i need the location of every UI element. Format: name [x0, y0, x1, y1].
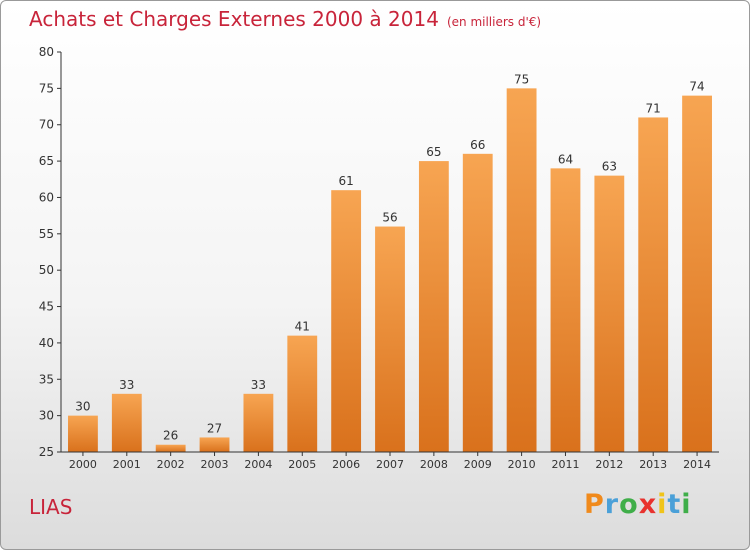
x-tick-label-2010: 2010: [508, 458, 536, 471]
bar-2008: [418, 161, 449, 452]
x-tick-label-2012: 2012: [595, 458, 623, 471]
value-label-2014: 74: [689, 80, 704, 94]
x-axis: 2000 2001 2002 2003 2004 2005 2006 2007 2008 2009…: [61, 451, 719, 471]
bar-2000: [68, 415, 98, 452]
y-tick-label-40: 40: [39, 336, 54, 350]
value-label-2009: 66: [470, 138, 485, 152]
y-tick-label-60: 60: [39, 190, 54, 204]
bar-2012: [594, 175, 625, 453]
bar-2001: [111, 393, 142, 452]
y-tick-label-35: 35: [39, 372, 54, 386]
x-tick-label-2008: 2008: [420, 458, 448, 471]
y-tick-label-80: 80: [39, 45, 54, 59]
logo-letter: r: [604, 489, 620, 520]
logo-letter: i: [681, 489, 692, 520]
value-label-2006: 61: [338, 174, 353, 188]
bar-2013: [638, 117, 669, 453]
bar-2014: [682, 95, 712, 453]
y-tick-label-70: 70: [39, 118, 54, 132]
bar-2004: [243, 393, 274, 452]
y-tick-label-25: 25: [39, 445, 54, 459]
value-label-2010: 75: [514, 72, 529, 86]
x-tick-label-2014: 2014: [683, 458, 711, 471]
value-label-2008: 65: [426, 145, 441, 159]
place-name: LIAS: [29, 495, 73, 519]
bar-2011: [550, 168, 581, 452]
bar-2009: [462, 153, 493, 452]
logo-letter: t: [667, 489, 682, 520]
value-label-2007: 56: [382, 211, 397, 225]
y-tick-label-30: 30: [39, 409, 54, 423]
y-axis: 25 30 35 40 45 50 55 60 65 70 75 80: [39, 45, 62, 459]
y-tick-label-50: 50: [39, 263, 54, 277]
x-tick-label-2004: 2004: [244, 458, 272, 471]
bars-group: 30 33 26 27 33 41 61 56 65 66 75 64 63 71 74: [68, 72, 712, 453]
x-tick-label-2006: 2006: [332, 458, 360, 471]
title-text: Achats et Charges Externes 2000 à 2014: [29, 7, 439, 31]
x-tick-label-2007: 2007: [376, 458, 404, 471]
value-label-2001: 33: [119, 378, 134, 392]
value-label-2004: 33: [251, 378, 266, 392]
title-unit: (en milliers d'€): [446, 15, 542, 29]
logo-letter: x: [638, 489, 658, 520]
y-tick-label-75: 75: [39, 81, 54, 95]
logo-letter: i: [657, 489, 668, 520]
value-label-2000: 30: [75, 400, 90, 414]
bar-2006: [331, 190, 362, 452]
chart-title: Achats et Charges Externes 2000 à 2014 (e…: [29, 7, 541, 31]
bar-2007: [375, 226, 405, 452]
x-tick-label-2005: 2005: [288, 458, 316, 471]
value-label-2005: 41: [295, 320, 310, 334]
value-label-2011: 64: [558, 152, 573, 166]
value-label-2002: 26: [163, 429, 178, 443]
x-tick-label-2001: 2001: [113, 458, 141, 471]
bar-2002: [155, 444, 186, 452]
x-tick-label-2009: 2009: [464, 458, 492, 471]
y-tick-label-65: 65: [39, 154, 54, 168]
logo-letter: o: [619, 489, 639, 520]
x-tick-label-2011: 2011: [551, 458, 579, 471]
x-tick-label-2002: 2002: [157, 458, 185, 471]
logo-letter: P: [584, 489, 605, 520]
x-tick-label-2000: 2000: [69, 458, 97, 471]
proxiti-logo[interactable]: Proxiti: [584, 489, 692, 520]
bar-2003: [199, 437, 230, 452]
bar-2010: [506, 88, 537, 452]
value-label-2003: 27: [207, 421, 222, 435]
value-label-2013: 71: [646, 101, 661, 115]
y-tick-label-45: 45: [39, 300, 54, 314]
bar-2005: [287, 335, 318, 452]
value-label-2012: 63: [602, 160, 617, 174]
x-tick-label-2003: 2003: [201, 458, 229, 471]
x-tick-label-2013: 2013: [639, 458, 667, 471]
y-tick-label-55: 55: [39, 227, 54, 241]
